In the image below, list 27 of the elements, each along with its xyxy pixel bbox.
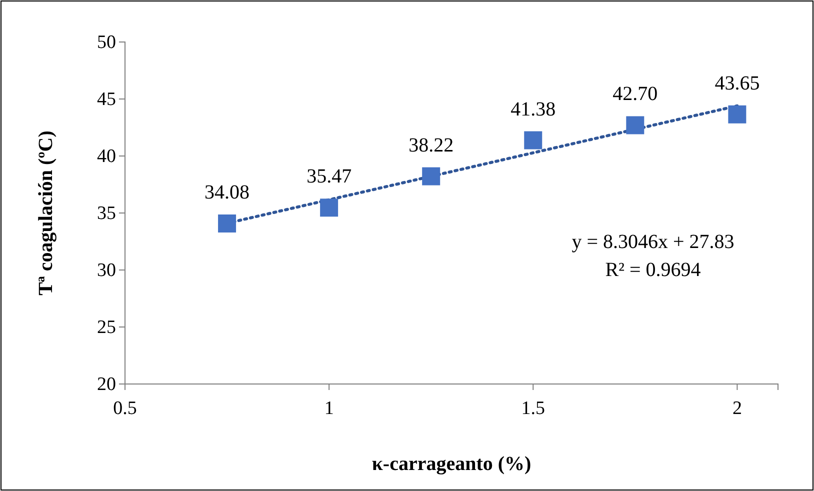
x-tick-label: 1 xyxy=(324,398,334,419)
data-label: 41.38 xyxy=(510,98,556,120)
point xyxy=(626,116,644,134)
data-label: 34.08 xyxy=(204,181,250,204)
point xyxy=(728,105,746,124)
x-tick-label: 0.5 xyxy=(113,398,137,419)
annotation: y = 8.3046x + 27.83 xyxy=(572,231,734,253)
y-tick-label: 30 xyxy=(97,260,116,282)
data-label: 38.22 xyxy=(408,134,454,156)
y-tick-label: 45 xyxy=(97,89,116,110)
y-tick-label: 40 xyxy=(97,146,116,168)
point xyxy=(320,198,338,217)
x-tick-label: 1.5 xyxy=(521,398,545,419)
annotation: R² = 0.9694 xyxy=(605,259,701,281)
y-tick-label: 50 xyxy=(97,32,116,54)
x-tick-label: 2 xyxy=(732,398,742,419)
y-tick-label: 25 xyxy=(97,317,116,338)
y-tick-label: 35 xyxy=(97,203,116,224)
data-label: 42.70 xyxy=(612,83,658,106)
point xyxy=(422,167,440,186)
y-tick-label: 20 xyxy=(97,374,116,396)
x-axis-title: κ-carrageanto (%) xyxy=(372,453,532,475)
data-label: 35.47 xyxy=(306,166,352,188)
data-label: 43.65 xyxy=(714,72,760,94)
point xyxy=(524,131,542,150)
point xyxy=(218,214,236,232)
y-axis-title: Tª coagulación (ºC) xyxy=(35,130,57,296)
